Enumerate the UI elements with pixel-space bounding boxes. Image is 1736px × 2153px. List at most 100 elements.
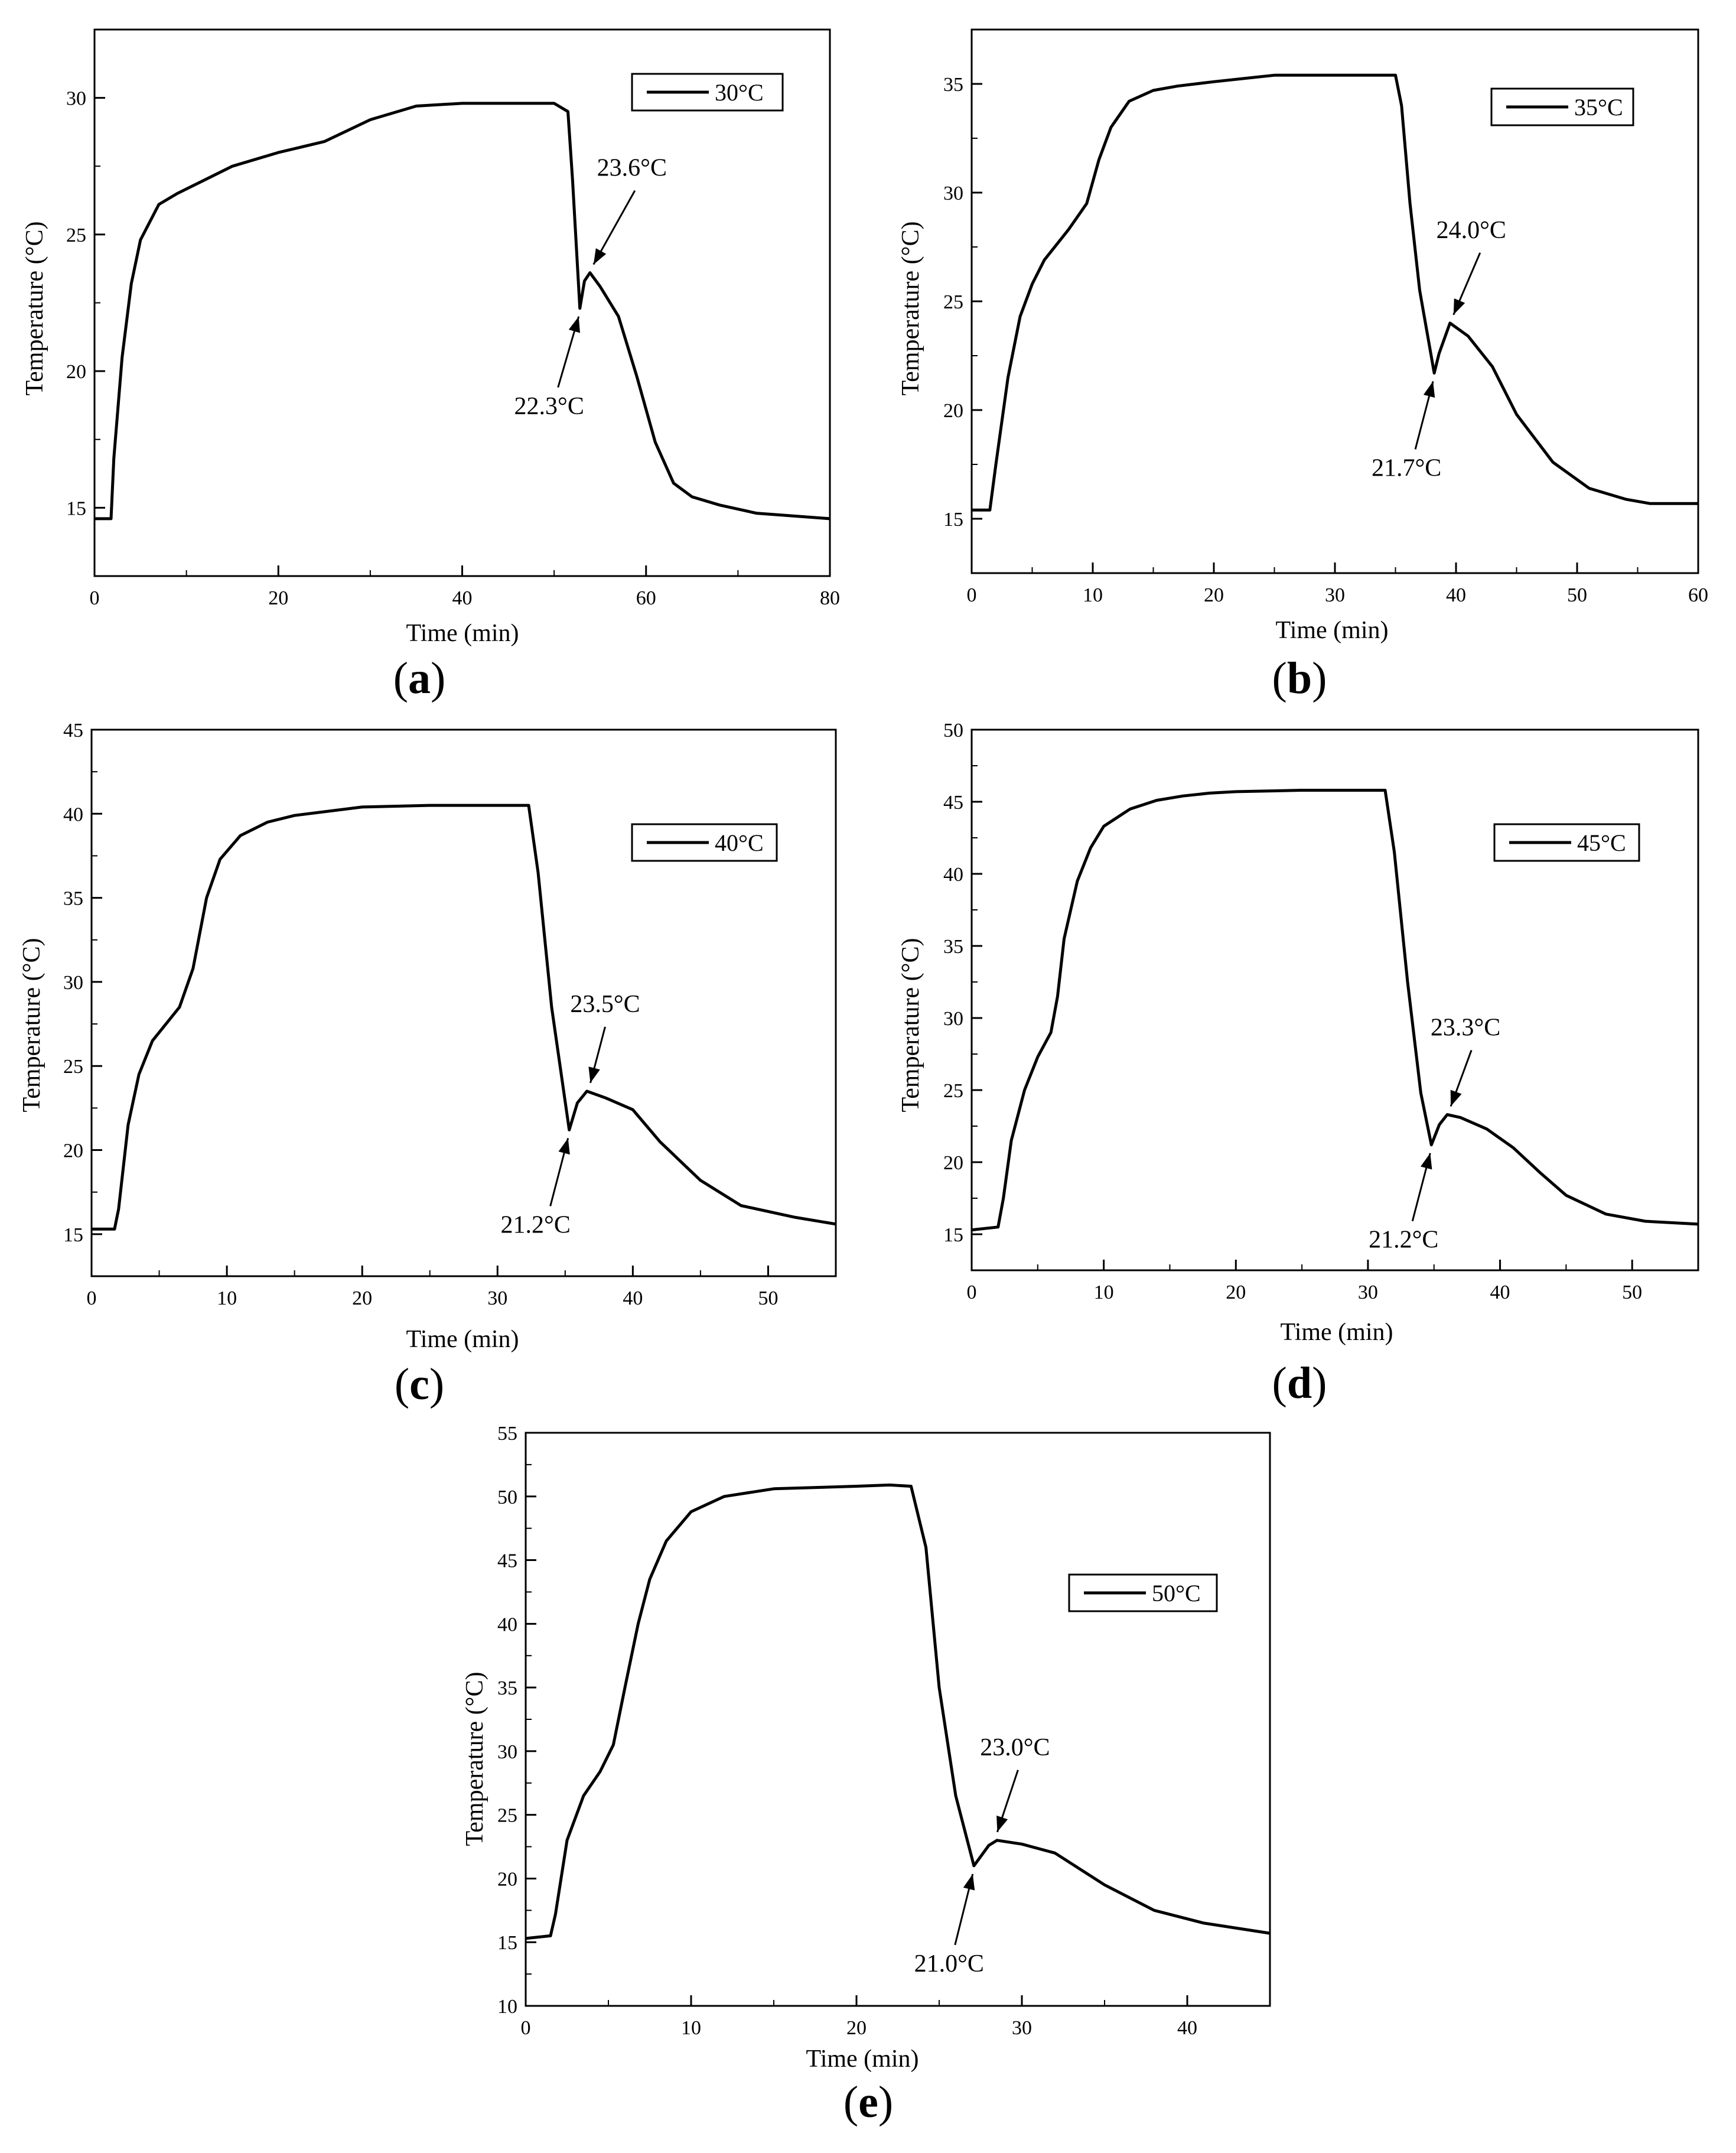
- chart-c-xtick-label: 20: [352, 1287, 372, 1309]
- chart-e-annotation-label: 21.0°C: [914, 1950, 984, 1978]
- chart-e-xtick-label: 0: [521, 2017, 531, 2039]
- chart-b-caption: (b): [1272, 653, 1327, 703]
- chart-c-ytick-label: 40: [63, 804, 83, 825]
- chart-c-series-line: [92, 804, 836, 1231]
- chart-b-xtick-label: 50: [1567, 584, 1587, 606]
- chart-c-ytick-label: 15: [63, 1224, 83, 1246]
- chart-d-caption: (d): [1272, 1358, 1327, 1408]
- chart-a-ytick-label: 30: [66, 88, 86, 110]
- chart-b-xtick-label: 40: [1446, 584, 1466, 606]
- chart-d-ytick-label: 25: [943, 1080, 963, 1102]
- chart-d-frame: [970, 728, 1699, 1271]
- chart-c-ytick-label: 35: [63, 888, 83, 910]
- chart-d-annotation-label: 23.3°C: [1431, 1014, 1500, 1041]
- chart-e-ytick-label: 45: [497, 1550, 517, 1572]
- chart-b-ytick-label: 25: [943, 291, 963, 313]
- chart-a-ytick-label: 25: [66, 225, 86, 246]
- chart-c-ytick-label: 30: [63, 972, 83, 994]
- chart-d-legend-label: 45°C: [1577, 830, 1626, 856]
- chart-d-ylabel: Temperature (°C): [897, 938, 924, 1113]
- chart-d-ytick-label: 30: [943, 1008, 963, 1030]
- chart-d-xtick-label: 0: [967, 1282, 977, 1303]
- chart-a-annotation-arrowhead: [593, 248, 607, 265]
- chart-e-annotation-label: 23.0°C: [980, 1734, 1050, 1761]
- chart-b-xtick-label: 60: [1688, 584, 1708, 606]
- chart-d-ytick-label: 45: [943, 792, 963, 814]
- chart-d-svg: Temperature (°C) Time (min) 0 10 20 30 40 50 1…: [897, 720, 1699, 1346]
- chart-a-xtick-label: 80: [820, 587, 840, 609]
- chart-e-ylabel: Temperature (°C): [461, 1672, 488, 1846]
- chart-a-xtick-label: 60: [636, 587, 656, 609]
- chart-d-xtick-label: 50: [1622, 1282, 1642, 1303]
- chart-e-xlabel: Time (min): [806, 2045, 919, 2073]
- chart-b-annotation-label: 21.7°C: [1372, 454, 1441, 482]
- chart-e-ytick-label: 25: [497, 1805, 517, 1827]
- chart-b-ytick-label: 15: [943, 509, 963, 531]
- chart-b-legend-label: 35°C: [1574, 94, 1623, 121]
- chart-c-legend-label: 40°C: [715, 830, 764, 856]
- chart-b-ytick-label: 20: [943, 400, 963, 422]
- chart-e-frame: [525, 1432, 1271, 2007]
- chart-panel-a: Temperature (°C) Time (min) 0 20 40 60 80 15 2…: [0, 0, 868, 706]
- chart-b-annotation-arrowhead: [1423, 381, 1435, 398]
- chart-e-legend-label: 50°C: [1152, 1580, 1201, 1606]
- chart-a-annotation-label: 22.3°C: [514, 393, 584, 420]
- chart-c-xlabel: Time (min): [406, 1326, 519, 1353]
- chart-a-legend-label: 30°C: [715, 79, 764, 106]
- chart-c-ytick-label: 20: [63, 1140, 83, 1162]
- chart-d-xtick-label: 20: [1226, 1282, 1246, 1303]
- chart-e-ytick-label: 55: [497, 1423, 517, 1445]
- chart-d-ytick-label: 40: [943, 864, 963, 886]
- chart-a-caption: (a): [393, 653, 446, 703]
- chart-b-xtick-label: 30: [1325, 584, 1345, 606]
- chart-c-caption: (c): [394, 1360, 445, 1409]
- chart-panel-c: Temperature (°C) Time (min) 0 10 20 30 40 50 1…: [0, 706, 868, 1415]
- chart-e-ytick-label: 35: [497, 1677, 517, 1699]
- chart-e-annotation-arrowhead: [996, 1815, 1008, 1832]
- chart-panel-b: Temperature (°C) Time (min) 0 10 20 30 40 50 6…: [868, 0, 1736, 706]
- chart-c-annotation-label: 21.2°C: [501, 1211, 571, 1238]
- chart-a-xlabel: Time (min): [406, 620, 519, 647]
- chart-d-ytick-label: 20: [943, 1152, 963, 1174]
- chart-c-ytick-label: 45: [63, 720, 83, 741]
- chart-b-ylabel: Temperature (°C): [897, 222, 924, 396]
- chart-d-series-line: [971, 789, 1699, 1232]
- chart-d-xtick-label: 40: [1490, 1282, 1510, 1303]
- chart-a-ytick-label: 20: [66, 361, 86, 383]
- chart-e-xtick-label: 30: [1012, 2017, 1032, 2039]
- chart-e-caption: (e): [843, 2077, 894, 2127]
- chart-panel-e: Temperature (°C) Time (min) 0 10 20 30 40 10 1…: [431, 1415, 1305, 2153]
- chart-e-xtick-label: 10: [681, 2017, 701, 2039]
- chart-b-series-line: [972, 73, 1698, 512]
- chart-c-xtick-label: 40: [623, 1287, 643, 1309]
- chart-b-xlabel: Time (min): [1276, 617, 1389, 644]
- chart-b-annotation-arrowhead: [1453, 298, 1465, 315]
- chart-e-ytick-label: 20: [497, 1868, 517, 1890]
- chart-a-ylabel: Temperature (°C): [21, 222, 48, 396]
- chart-d-annotation-arrowhead: [1450, 1089, 1462, 1107]
- chart-e-series-line: [525, 1483, 1271, 1940]
- chart-a-svg: Temperature (°C) Time (min) 0 20 40 60 80 15 2…: [21, 28, 840, 647]
- chart-a-ytick-label: 15: [66, 497, 86, 519]
- chart-e-xtick-label: 20: [846, 2017, 867, 2039]
- chart-d-xtick-label: 30: [1358, 1282, 1378, 1303]
- chart-c-svg: Temperature (°C) Time (min) 0 10 20 30 40 50 1…: [18, 720, 837, 1353]
- chart-a-xtick-label: 40: [452, 587, 473, 609]
- chart-a-xtick-label: 0: [90, 587, 100, 609]
- chart-e-ytick-label: 15: [497, 1932, 517, 1954]
- chart-c-xtick-label: 50: [758, 1287, 778, 1309]
- chart-e-svg: Temperature (°C) Time (min) 0 10 20 30 40101…: [461, 1423, 1271, 2073]
- chart-b-annotation-label: 24.0°C: [1437, 217, 1506, 244]
- chart-c-ytick-label: 25: [63, 1056, 83, 1078]
- chart-c-annotation-arrowhead: [588, 1066, 600, 1083]
- chart-c-ylabel: Temperature (°C): [18, 938, 45, 1113]
- chart-e-ytick-label: 30: [497, 1741, 517, 1763]
- chart-e-annotation-arrowhead: [963, 1874, 975, 1891]
- chart-d-xlabel: Time (min): [1281, 1319, 1393, 1346]
- chart-a-annotation-label: 23.6°C: [597, 155, 667, 182]
- chart-a-series-line: [95, 102, 830, 521]
- chart-b-xtick-label: 20: [1204, 584, 1224, 606]
- chart-c-annotation-arrowhead: [558, 1138, 570, 1155]
- chart-c-xtick-label: 0: [87, 1287, 97, 1309]
- chart-b-ytick-label: 35: [943, 74, 963, 96]
